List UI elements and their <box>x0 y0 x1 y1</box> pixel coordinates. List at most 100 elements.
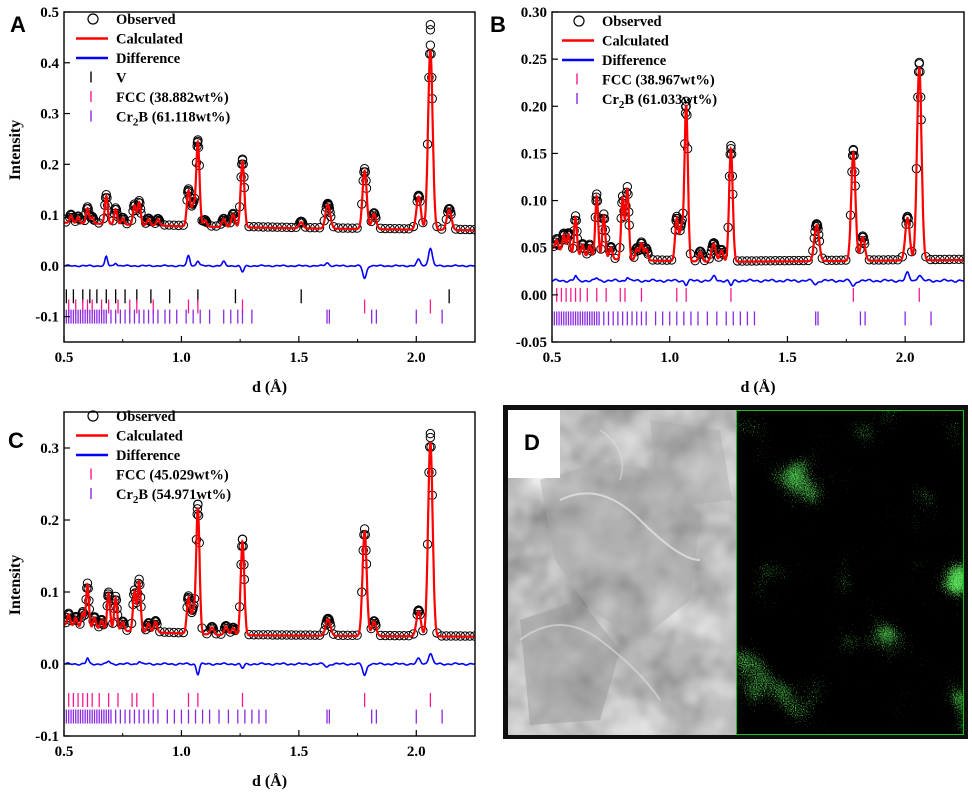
label-part: FCC (45.029wt%) <box>116 468 229 484</box>
y-tick-label: 0.0 <box>40 657 59 673</box>
observed-point <box>408 221 419 232</box>
x-tick-label: 0.5 <box>55 744 74 760</box>
y-tick-label: 0.0 <box>40 259 59 275</box>
y-tick-label: -0.1 <box>35 310 59 326</box>
legend-difference-label: Difference <box>602 53 667 69</box>
axes-frame <box>551 11 965 343</box>
y-axis-label: Intensity <box>7 555 24 615</box>
sem-image <box>508 410 736 735</box>
legend-calculated-label: Calculated <box>116 32 183 48</box>
x-tick-label: 2.0 <box>407 744 426 760</box>
legend-observed-marker <box>573 15 585 27</box>
calculated-curve <box>552 66 964 263</box>
label-part: Cr <box>116 110 133 126</box>
observed-point <box>295 218 305 228</box>
x-tick-label: 1.0 <box>660 350 679 366</box>
x-axis-label: d (Å) <box>252 378 287 396</box>
label-part: FCC (38.882wt%) <box>116 90 229 106</box>
observed-point <box>297 217 307 227</box>
difference-curve <box>64 247 475 280</box>
observed-point <box>425 432 436 443</box>
observed-point <box>817 253 827 263</box>
label-part: B (61.118wt%) <box>138 110 230 126</box>
chart-panel-b: 0.5 1.0 1.5 2.0 -0.05 0.00 0.05 0.10 0.15 0.20 0.2… <box>516 5 965 396</box>
y-tick-label: -0.05 <box>516 335 547 351</box>
observed-point <box>79 610 89 620</box>
y-tick-label: 0.2 <box>40 157 59 173</box>
legend: Observed Calculated Difference FCC (38.967w… <box>562 14 717 111</box>
x-tick-label: 0.5 <box>55 350 74 366</box>
panel-d-label-box <box>508 410 560 478</box>
legend-fcc-label: FCC (45.029wt%) <box>116 468 229 484</box>
chart-panel-a: 0.5 1.0 1.5 2.0 -0.1 0.0 0.1 0.2 0.3 0.4 0.5 d (Å) I… <box>7 5 476 396</box>
y-tick-label: 0.5 <box>40 5 59 21</box>
label-part: Cr <box>602 92 619 108</box>
x-tick-label: 1.5 <box>778 350 797 366</box>
chart-panel-c: 0.5 1.0 1.5 2.0 -0.1 0.0 0.1 0.2 0.3 d (Å) Intensi… <box>7 409 476 790</box>
observed-point <box>425 25 436 35</box>
label-part: Cr <box>116 487 133 503</box>
observed-point <box>153 214 164 224</box>
subscript: 2 <box>133 494 139 506</box>
x-tick-label: 2.0 <box>896 350 915 366</box>
y-tick-label: 0.20 <box>521 99 547 115</box>
x-tick-label: 2.0 <box>407 350 426 366</box>
observed-point <box>425 19 436 30</box>
calculated-curve <box>64 49 475 232</box>
observed-point <box>425 40 436 50</box>
observed-point <box>207 621 217 632</box>
label-part: B (61.033wt%) <box>624 92 717 108</box>
observed-point <box>205 623 216 634</box>
y-tick-label: 0.30 <box>521 5 547 21</box>
observed-point <box>73 211 83 221</box>
legend-cr2b-label: Cr2B (54.971wt%) <box>116 487 231 506</box>
y-tick-label: 0.05 <box>521 241 547 257</box>
observed-point <box>323 613 333 624</box>
legend-difference-label: Difference <box>116 51 181 67</box>
difference-curve <box>64 652 475 677</box>
panel-d-micrograph: D <box>503 405 968 739</box>
panel-label-a: A <box>10 12 26 37</box>
difference-curve <box>552 271 964 287</box>
y-tick-label: 0.25 <box>521 52 547 68</box>
element-map <box>736 410 964 735</box>
plot-area <box>64 19 475 324</box>
x-tick-label: 1.0 <box>172 744 191 760</box>
x-tick-label: 1.5 <box>289 350 308 366</box>
y-axis-label: Intensity <box>7 120 24 180</box>
plot-area <box>552 57 964 326</box>
legend-calculated-label: Calculated <box>602 34 669 50</box>
subscript: 2 <box>619 99 625 111</box>
x-tick-label: 1.0 <box>172 350 191 366</box>
panel-label-d: D <box>524 430 540 455</box>
y-tick-label: 0.1 <box>40 208 59 224</box>
legend-fcc-label: FCC (38.882wt%) <box>116 90 229 106</box>
axes-frame <box>63 11 476 343</box>
legend-difference-label: Difference <box>116 448 181 464</box>
observed-point <box>217 215 227 226</box>
legend-fcc-label: FCC (38.967wt%) <box>602 73 715 89</box>
legend-cr2b-label: Cr2B (61.118wt%) <box>116 110 230 129</box>
y-tick-label: 0.00 <box>521 288 547 304</box>
axes-frame <box>63 411 476 737</box>
legend: Observed Calculated Difference FCC (45.029w… <box>76 409 231 506</box>
y-tick-label: 0.15 <box>521 146 547 162</box>
y-tick-label: 0.4 <box>40 56 59 72</box>
y-tick-label: 0.10 <box>521 194 547 210</box>
observed-point <box>87 211 97 222</box>
legend-observed-marker <box>87 410 99 422</box>
observed-point <box>418 625 428 636</box>
y-tick-label: 0.3 <box>40 107 59 123</box>
observed-point <box>151 215 162 226</box>
legend-observed-label: Observed <box>602 14 662 30</box>
label-part: V <box>116 71 127 87</box>
observed-point <box>119 214 129 225</box>
observed-point <box>153 213 163 224</box>
legend: Observed Calculated Difference V FCC (38.882… <box>76 12 230 129</box>
observed-point <box>228 622 238 633</box>
y-tick-label: -0.1 <box>35 729 59 745</box>
x-axis-label: d (Å) <box>252 772 287 790</box>
observed-point <box>408 629 419 639</box>
legend-observed-label: Observed <box>116 409 176 425</box>
x-axis-label: d (Å) <box>740 378 775 396</box>
